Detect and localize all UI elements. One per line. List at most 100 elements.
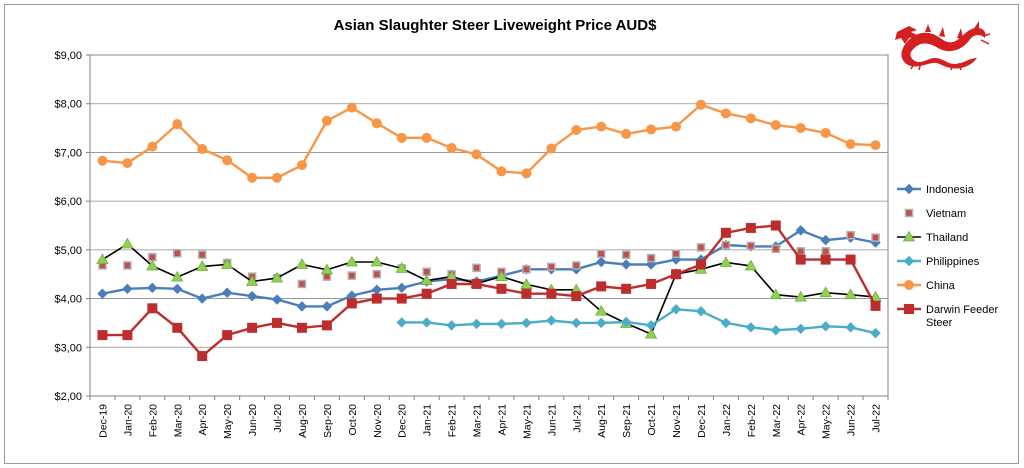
x-tick-label: May-22 [821,404,833,439]
data-point [520,278,533,289]
x-tick-label: May-21 [521,404,533,439]
data-point [471,318,482,330]
chart-title: Asian Slaughter Steer Liveweight Price A… [334,17,658,34]
data-point [646,124,657,135]
data-point [846,230,855,240]
data-point [221,287,233,298]
data-point [771,244,781,254]
series-philippines [396,304,881,339]
data-point [321,320,332,331]
x-tick-label: Feb-21 [447,404,459,437]
data-point [620,259,632,270]
data-point [621,283,632,294]
data-point [645,320,657,331]
data-point [97,330,108,341]
data-point [446,320,457,331]
data-point [295,258,309,269]
data-point [171,270,184,282]
data-point [222,155,233,166]
data-point [472,263,481,273]
data-point [246,290,258,302]
x-tick-label: Sep-21 [621,404,633,438]
data-point [372,269,382,279]
data-point [371,118,382,129]
x-tick-label: Jan-22 [721,404,733,436]
data-point [197,293,208,304]
legend-label: Indonesia [926,184,975,196]
data-point [320,263,334,275]
legend-label: Philippines [926,256,980,268]
legend-marker [903,183,915,195]
data-point [396,293,407,304]
data-point [744,259,758,271]
data-point [695,306,707,317]
data-point [721,240,731,250]
legend-label: Thailand [926,232,968,244]
data-point [870,300,881,311]
legend-marker [902,230,916,242]
x-tick-label: Dec-20 [397,404,409,438]
data-point [496,318,507,330]
data-point [571,291,582,302]
data-point [596,281,607,292]
data-point [345,255,359,267]
data-point [421,132,432,143]
data-point [820,254,831,265]
data-point [172,283,183,295]
x-tick-label: Dec-19 [97,404,109,438]
data-point [719,256,733,267]
legend-marker [904,208,914,218]
y-tick-label: $7,00 [54,147,82,159]
legend-label: Vietnam [926,208,966,220]
y-tick-label: $6,00 [54,196,82,208]
x-tick-label: Jan-20 [122,404,134,436]
data-point [396,317,407,328]
data-point [371,293,382,304]
data-point [148,252,157,262]
data-point [122,330,133,341]
data-point [247,322,258,333]
data-point [147,141,158,152]
data-point [146,259,159,271]
x-tick-label: Jan-21 [422,404,434,436]
data-point [595,304,608,316]
dragon-head-icon [895,26,919,44]
data-point [96,253,109,265]
legend-item: Indonesia [897,183,975,196]
data-point [745,222,756,233]
x-tick-label: Oct-20 [347,404,359,436]
data-point [296,160,307,171]
data-point [821,247,830,256]
data-point [621,128,632,139]
y-tick-label: $3,00 [54,342,82,354]
data-point [123,261,132,270]
data-point [596,249,606,259]
legend-marker [904,280,914,290]
x-tick-label: Nov-20 [372,404,384,438]
data-point [346,102,357,113]
data-point [745,113,756,124]
data-point [620,316,632,328]
data-point [546,288,557,299]
data-point [297,279,307,289]
y-tick-label: $2,00 [54,391,82,403]
data-point [122,158,133,169]
x-tick-label: Dec-21 [696,404,708,438]
y-tick-label: $5,00 [54,245,82,257]
data-point [220,258,234,269]
data-point [446,278,457,289]
dragon-claws-icon [910,33,991,71]
x-tick-label: Jul-22 [871,404,883,433]
data-point [496,283,507,294]
data-point [347,271,357,280]
data-point [571,125,582,136]
y-tick-label: $8,00 [54,99,82,111]
series-china [97,99,881,183]
data-point [147,303,158,314]
data-point [247,172,258,183]
data-point [97,288,108,299]
data-point [521,288,532,299]
x-tick-label: May-20 [222,404,234,439]
series-line [102,243,876,336]
